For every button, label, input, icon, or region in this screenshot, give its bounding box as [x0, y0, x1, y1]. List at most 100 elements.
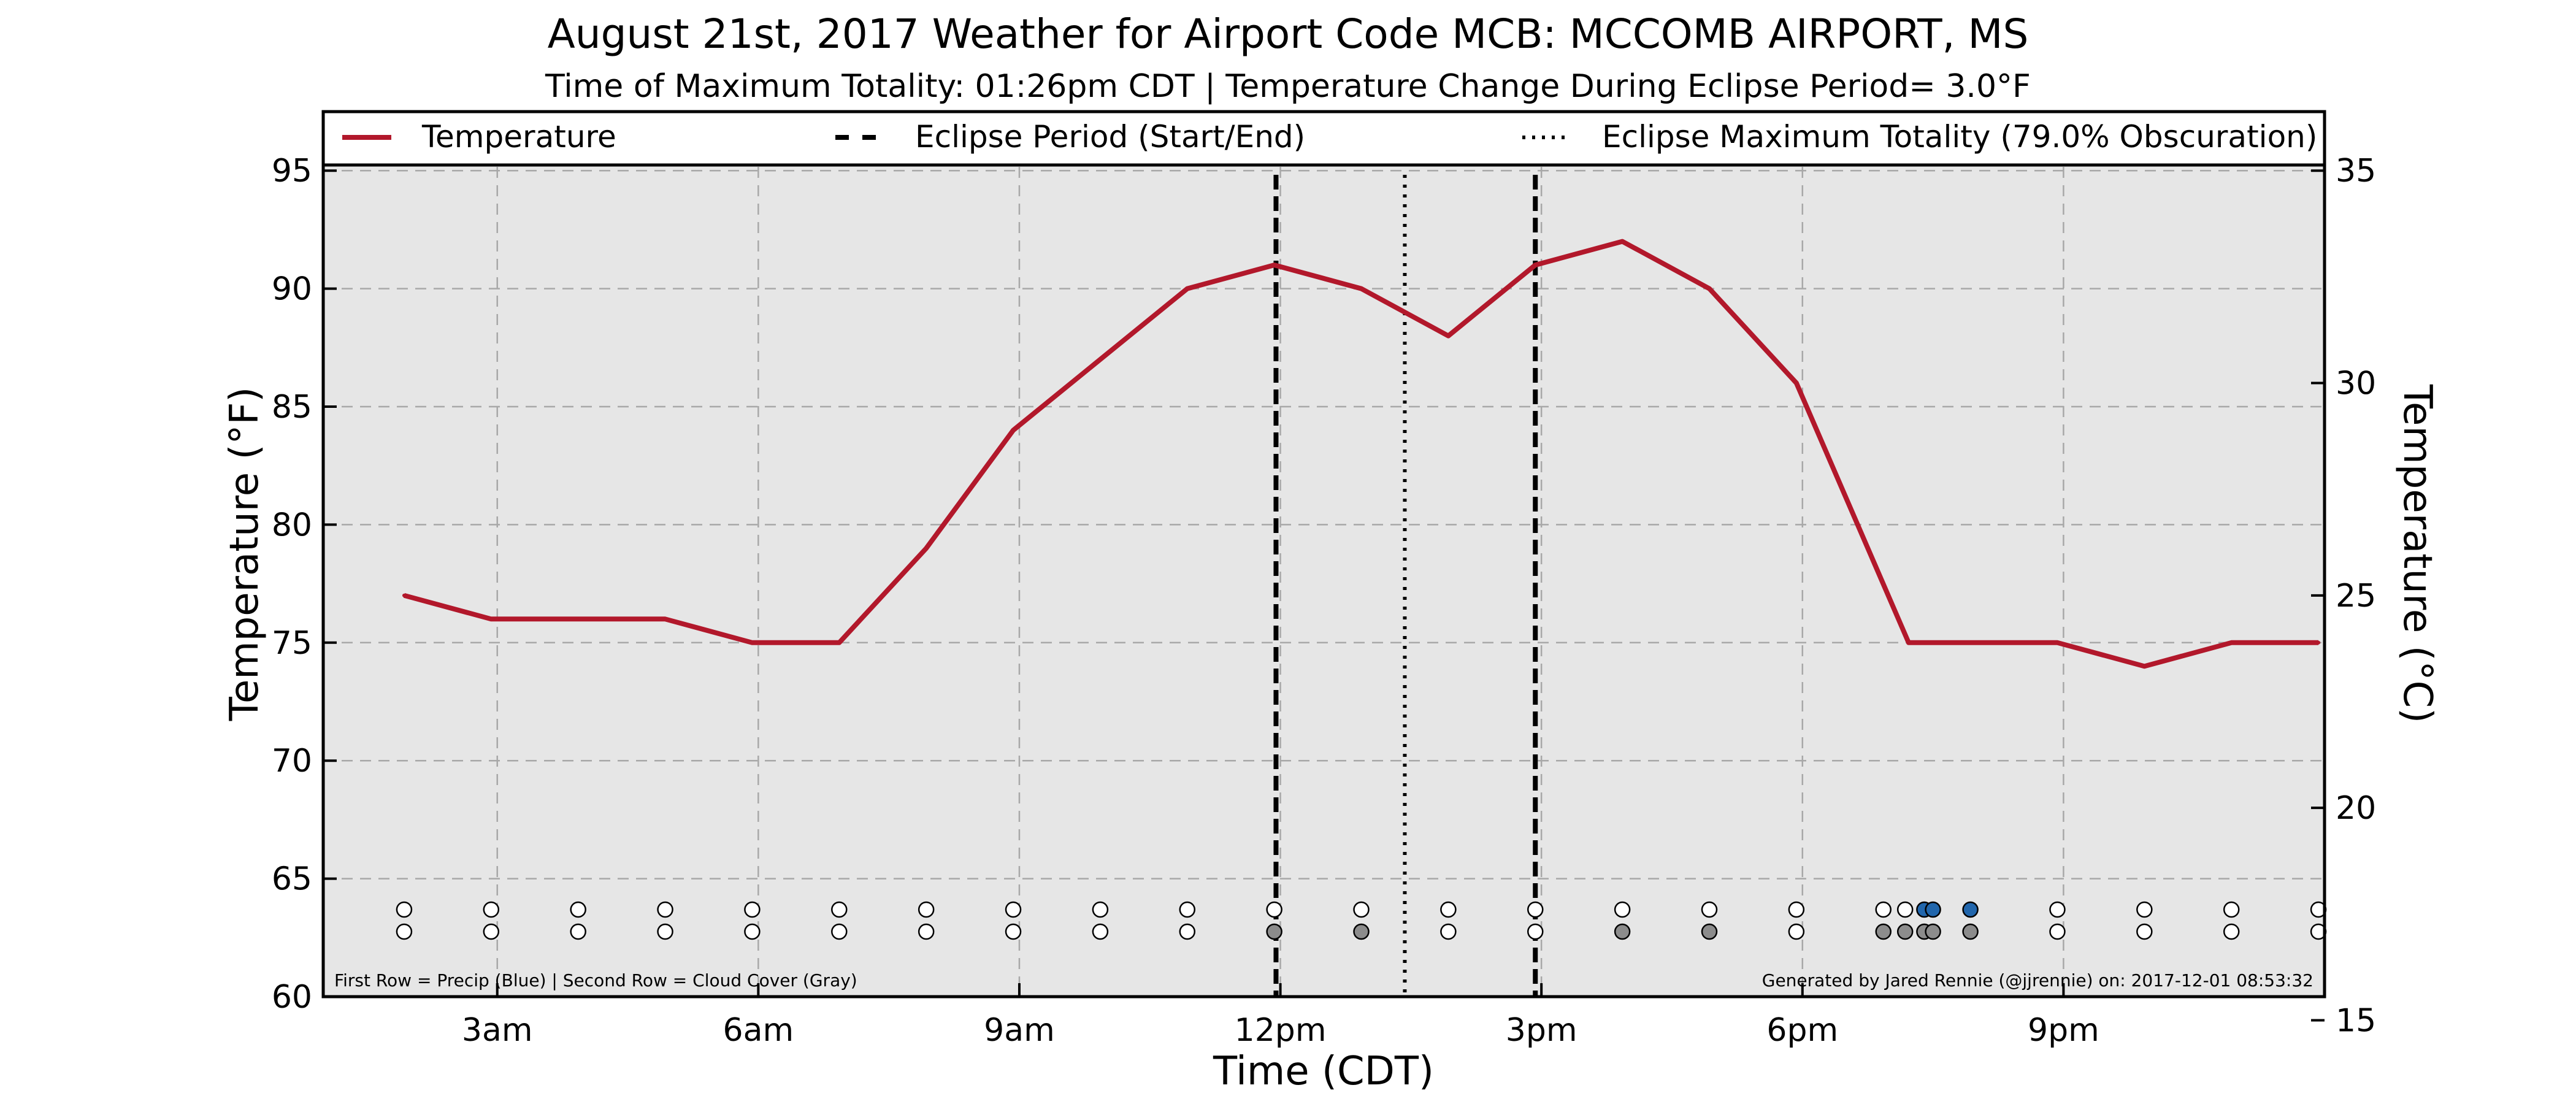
temperature-line — [403, 239, 2319, 669]
precip-marker — [1266, 901, 1282, 918]
x-axis-label: Time (CDT) — [1213, 1049, 1434, 1094]
cloud-cover-marker — [1092, 923, 1109, 940]
temperature-point — [2142, 664, 2147, 669]
precip-marker — [1925, 901, 1941, 918]
cloud-cover-marker — [570, 923, 586, 940]
cloud-cover-marker — [1179, 923, 1196, 940]
precip-marker — [657, 901, 673, 918]
precip-marker — [1614, 901, 1631, 918]
y-axis-left-label: Temperature (°F) — [222, 387, 267, 722]
cloud-cover-marker — [1005, 923, 1022, 940]
precip-marker — [2223, 901, 2240, 918]
cloud-cover-marker — [1875, 923, 1892, 940]
footnote-credit: Generated by Jared Rennie (@jjrennie) on… — [1762, 970, 2313, 991]
footnote-legend-key: First Row = Precip (Blue) | Second Row =… — [334, 970, 857, 991]
precip-marker — [2049, 901, 2066, 918]
temperature-point — [2317, 640, 2321, 645]
cloud-cover-marker — [1788, 923, 1805, 940]
precip-marker — [1092, 901, 1109, 918]
temperature-point — [1446, 334, 1451, 338]
grid — [323, 112, 2325, 997]
eclipse-lines — [1273, 175, 1538, 997]
temperature-point — [663, 617, 667, 621]
y-axis-left-ticks: 60 65 70 75 80 85 90 95 — [272, 153, 337, 1016]
precip-marker — [1875, 901, 1892, 918]
legend-eclipse-max-label: Eclipse Maximum Totality (79.0% Obscurat… — [1602, 119, 2317, 155]
temperature-point — [924, 546, 929, 550]
x-tick-label: 6am — [723, 1012, 794, 1049]
precip-marker — [1005, 901, 1022, 918]
temperature-point — [1359, 286, 1363, 291]
chart-subtitle: Time of Maximum Totality: 01:26pm CDT | … — [545, 68, 2031, 105]
precip-marker — [570, 901, 586, 918]
cloud-cover-marker — [1896, 923, 1914, 940]
y-axis-right-ticks: 15 20 25 30 35 — [2311, 153, 2376, 1039]
y-left-tick-label: 85 — [272, 389, 312, 426]
y-left-tick-label: 60 — [272, 979, 312, 1016]
weather-markers — [396, 901, 2327, 940]
x-tick-label: 12pm — [1235, 1012, 1327, 1049]
precip-marker — [1440, 901, 1457, 918]
cloud-cover-marker — [1527, 923, 1544, 940]
y-left-tick-label: 75 — [272, 625, 312, 662]
cloud-cover-marker — [1925, 923, 1941, 940]
y-right-tick-label: 15 — [2336, 1002, 2376, 1039]
precip-marker — [1788, 901, 1805, 918]
cloud-cover-marker — [657, 923, 673, 940]
cloud-cover-marker — [1614, 923, 1631, 940]
cloud-cover-marker — [483, 923, 500, 940]
temperature-point — [2229, 640, 2234, 645]
y-left-tick-label: 70 — [272, 743, 312, 780]
precip-marker — [1353, 901, 1370, 918]
precip-marker — [1896, 901, 1914, 918]
y-left-tick-label: 80 — [272, 507, 312, 543]
cloud-cover-marker — [1266, 923, 1282, 940]
temperature-point — [750, 640, 754, 645]
x-tick-label: 3am — [462, 1012, 533, 1049]
y-left-tick-label: 95 — [272, 153, 312, 190]
precip-marker — [744, 901, 761, 918]
temperature-point — [1185, 286, 1189, 291]
plot-frame — [321, 110, 2326, 999]
temperature-point — [2055, 640, 2060, 645]
chart-title: August 21st, 2017 Weather for Airport Co… — [548, 10, 2029, 58]
precip-marker — [483, 901, 500, 918]
temperature-point — [837, 640, 841, 645]
y-left-tick-label: 90 — [272, 271, 312, 308]
y-right-tick-label: 20 — [2336, 790, 2376, 827]
y-right-tick-label: 30 — [2336, 366, 2376, 402]
temperature-series — [402, 239, 2321, 669]
cloud-cover-marker — [744, 923, 761, 940]
precip-marker — [918, 901, 935, 918]
cloud-cover-marker — [2049, 923, 2066, 940]
temperature-point — [489, 617, 493, 621]
temperature-point — [1533, 263, 1538, 267]
x-tick-label: 9pm — [2028, 1012, 2099, 1049]
precip-marker — [1179, 901, 1196, 918]
cloud-cover-marker — [1701, 923, 1718, 940]
cloud-cover-marker — [1353, 923, 1370, 940]
temperature-point — [1620, 239, 1625, 243]
y-left-tick-label: 65 — [272, 861, 312, 898]
legend-eclipse-period-label: Eclipse Period (Start/End) — [915, 119, 1305, 155]
temperature-point — [1906, 640, 1911, 645]
y-right-tick-label: 35 — [2336, 153, 2376, 190]
cloud-cover-marker — [2223, 923, 2240, 940]
plot-area — [323, 112, 2325, 997]
x-tick-label: 3pm — [1506, 1012, 1577, 1049]
legend-temperature-label: Temperature — [421, 119, 616, 155]
x-axis-ticks: 3am 6am 9am 12pm 3pm 6pm 9pm — [462, 983, 2099, 1049]
temperature-point — [1707, 286, 1711, 291]
precip-marker — [2136, 901, 2153, 918]
temperature-point — [1098, 358, 1102, 362]
x-tick-label: 6pm — [1766, 1012, 1838, 1049]
cloud-cover-marker — [1962, 923, 1979, 940]
cloud-cover-marker — [1440, 923, 1457, 940]
cloud-cover-marker — [2136, 923, 2153, 940]
cloud-cover-marker — [918, 923, 935, 940]
y-axis-right-label: Temperature (°C) — [2394, 384, 2440, 723]
cloud-cover-marker — [396, 923, 413, 940]
precip-marker — [396, 901, 413, 918]
precip-marker — [1962, 901, 1979, 918]
